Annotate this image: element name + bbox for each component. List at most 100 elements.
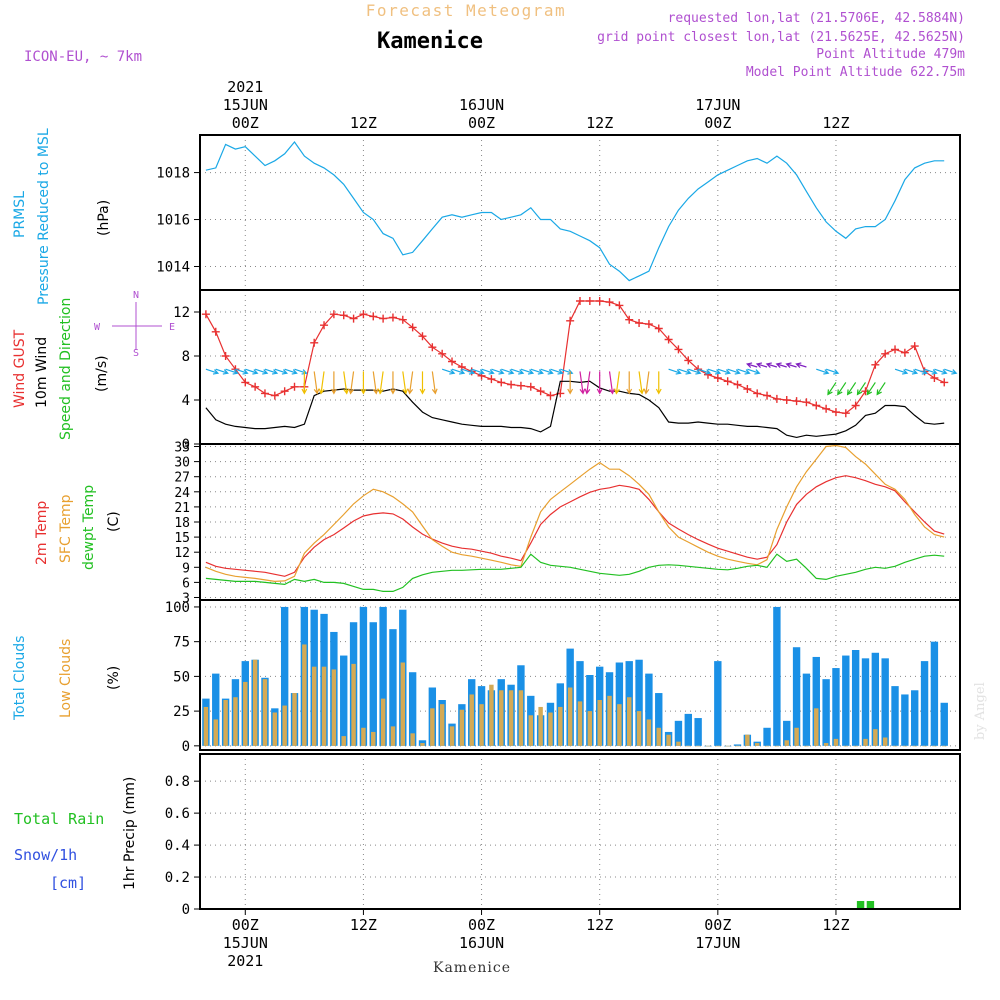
bottom-hour-label: 12Z xyxy=(586,916,613,934)
gust-marker xyxy=(654,324,663,333)
wind-arrow xyxy=(795,362,807,368)
wind-arrow xyxy=(668,368,682,375)
wind-arrow xyxy=(596,371,603,395)
data-bar xyxy=(866,901,875,909)
wind-label-1: Wind GUST xyxy=(12,329,28,408)
gust-marker xyxy=(674,345,683,354)
gust-marker xyxy=(595,297,604,305)
gust-marker xyxy=(526,382,535,391)
data-bar xyxy=(430,708,435,746)
gridpoint-coords: grid point closest lon,lat (21.5625E, 42… xyxy=(597,30,965,45)
data-bar xyxy=(292,693,297,746)
gust-marker xyxy=(546,391,555,400)
model-altitude: Model Point Altitude 622.75m xyxy=(746,65,965,80)
data-bar xyxy=(764,745,770,747)
data-bar xyxy=(863,738,868,746)
gust-marker xyxy=(507,380,516,389)
data-bar xyxy=(902,745,908,747)
gust-marker xyxy=(280,387,289,396)
data-bar xyxy=(676,741,681,746)
wind-arrow xyxy=(501,368,515,375)
panel-frame xyxy=(199,753,961,910)
data-bar xyxy=(901,694,909,746)
data-bar xyxy=(784,740,789,746)
pressure-label-1: PRMSL xyxy=(12,191,28,238)
wind-arrow xyxy=(330,371,337,395)
data-bar xyxy=(262,679,268,746)
wind-panel: 0 4 8 12 xyxy=(173,289,961,453)
gust-marker xyxy=(930,374,939,382)
data-bar xyxy=(733,744,742,746)
wind-arrow xyxy=(520,368,535,375)
y-tick-label: 0.6 xyxy=(165,806,190,822)
gust-marker xyxy=(339,311,348,320)
data-bar xyxy=(420,743,425,746)
data-bar xyxy=(882,737,888,746)
gust-marker xyxy=(940,378,949,387)
data-bar xyxy=(812,656,820,746)
wind-arrow xyxy=(550,368,564,375)
gust-marker xyxy=(290,382,299,391)
data-bar xyxy=(479,704,484,746)
y-tick-label: 25 xyxy=(173,704,190,720)
data-bar xyxy=(340,655,348,746)
gust-marker xyxy=(664,335,673,344)
wind-arrow xyxy=(688,368,702,375)
gust-marker xyxy=(723,377,732,386)
series-line xyxy=(205,141,945,282)
data-bar xyxy=(252,659,258,746)
cloud-label-2: Low Clouds xyxy=(58,639,74,718)
compass-n: N xyxy=(133,290,139,301)
data-bar xyxy=(538,706,543,746)
y-tick-label: 12 xyxy=(174,546,190,561)
wind-label-2: 10m Wind xyxy=(34,337,50,408)
data-bar xyxy=(469,694,474,746)
wind-arrow xyxy=(638,371,645,395)
data-bar xyxy=(577,701,583,746)
y-tick-label: 0 xyxy=(182,902,190,918)
data-bar xyxy=(892,745,898,747)
gust-marker xyxy=(881,349,890,358)
data-bar xyxy=(635,659,643,746)
gust-marker xyxy=(251,382,260,391)
gust-marker xyxy=(536,387,545,396)
data-bar xyxy=(410,733,415,746)
data-bar xyxy=(794,727,799,746)
bottom-hour-label: 00Z xyxy=(704,916,731,934)
gust-marker xyxy=(448,357,457,366)
gust-marker xyxy=(438,349,447,358)
wind-arrow xyxy=(205,368,220,375)
wind-arrow xyxy=(343,371,350,395)
data-bar xyxy=(705,745,711,747)
wind-label-3: Speed and Direction xyxy=(58,298,74,440)
data-bar xyxy=(932,745,937,747)
wind-arrow xyxy=(934,368,948,375)
wind-arrow xyxy=(245,368,259,375)
data-bar xyxy=(508,690,514,746)
wind-arrow xyxy=(313,371,320,395)
wind-arrow xyxy=(215,368,229,375)
wind-arrow xyxy=(827,382,837,396)
wind-arrow xyxy=(491,368,505,375)
gust-marker xyxy=(851,401,860,410)
wind-arrow xyxy=(816,368,830,375)
gust-marker xyxy=(644,320,653,329)
data-bar xyxy=(243,681,248,746)
wind-arrow xyxy=(254,368,269,375)
temp-label-3: dewpt Temp xyxy=(81,485,97,570)
gust-marker xyxy=(615,301,624,310)
wind-arrow xyxy=(567,371,574,395)
data-bar xyxy=(715,745,721,747)
panel-frame xyxy=(199,289,961,445)
gust-marker xyxy=(743,385,752,393)
gust-marker xyxy=(221,352,230,360)
wind-arrow xyxy=(765,362,778,368)
series-line xyxy=(205,475,945,577)
y-tick-label: 1014 xyxy=(156,260,190,276)
data-bar xyxy=(371,731,376,746)
wind-compass: N W E S xyxy=(94,290,175,359)
y-tick-label: 1016 xyxy=(156,213,190,229)
compass-s: S xyxy=(133,348,139,359)
